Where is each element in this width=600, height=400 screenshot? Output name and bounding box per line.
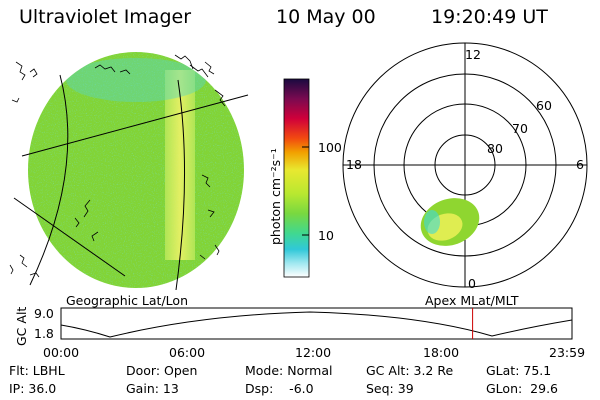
colorbar-tick-100: 100 — [318, 140, 342, 155]
geographic-image — [9, 52, 249, 290]
timeline-xtick-1800: 18:00 — [423, 345, 460, 360]
observation-time: 19:20:49 UT — [431, 6, 548, 28]
timeline-xtick-0600: 06:00 — [169, 345, 206, 360]
mlat-label-70: 70 — [512, 121, 528, 136]
info-door: Door: Open — [126, 363, 198, 378]
info-gc-alt: GC Alt: 3.2 Re — [366, 363, 454, 378]
orbit-altitude-plot — [60, 307, 573, 340]
polar-plot — [342, 42, 588, 288]
coastlines — [9, 54, 226, 278]
polar-grid — [342, 42, 588, 288]
timeline-ytick-9: 9.0 — [34, 306, 54, 321]
mlt-label-12: 12 — [465, 47, 481, 62]
colorbar — [283, 78, 310, 278]
colorbar-label: photon cm⁻²s⁻¹ — [268, 148, 283, 245]
info-dsp: Dsp: -6.0 — [245, 381, 314, 396]
info-glon: GLon: 29.6 — [486, 381, 558, 396]
mlt-label-18: 18 — [346, 157, 362, 172]
mlat-label-80: 80 — [487, 141, 503, 156]
earth-disk — [28, 52, 244, 288]
mlt-label-6: 6 — [576, 157, 584, 172]
info-seq: Seq: 39 — [366, 381, 414, 396]
auroral-band — [165, 70, 195, 260]
timeline-xtick-0000: 00:00 — [43, 345, 80, 360]
info-ip: IP: 36.0 — [9, 381, 57, 396]
info-filter: Flt: LBHL — [9, 363, 65, 378]
timeline-xtick-1200: 12:00 — [295, 345, 332, 360]
timeline-xtick-2359: 23:59 — [549, 345, 586, 360]
geographic-panel-label: Geographic Lat/Lon — [66, 293, 188, 308]
apex-panel-label: Apex MLat/MLT — [425, 293, 519, 308]
colorbar-tick-10: 10 — [318, 228, 334, 243]
altitude-curve — [60, 311, 573, 338]
info-gain: Gain: 13 — [126, 381, 179, 396]
timeline-ytick-1-8: 1.8 — [34, 326, 54, 341]
info-glat: GLat: 75.1 — [486, 363, 552, 378]
polar-aurora — [420, 198, 480, 246]
instrument-title: Ultraviolet Imager — [19, 6, 192, 28]
mlt-label-0: 0 — [468, 276, 476, 291]
geographic-grid — [13, 74, 249, 290]
mlat-label-60: 60 — [536, 98, 552, 113]
info-mode: Mode: Normal — [245, 363, 333, 378]
timeline-ylabel: GC Alt — [14, 306, 29, 346]
observation-date: 10 May 00 — [276, 6, 376, 28]
